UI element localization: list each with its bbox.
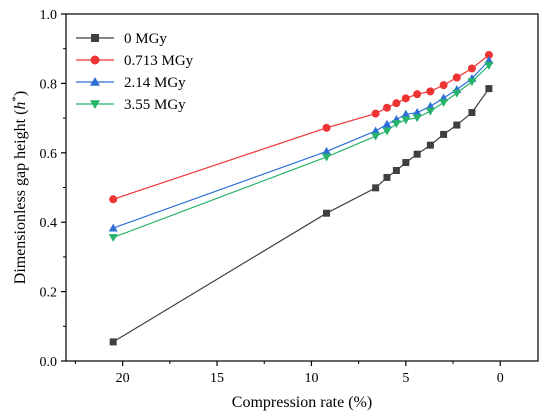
- data-point: [371, 109, 380, 118]
- data-point: [426, 87, 435, 96]
- legend-label: 3.55 MGy: [124, 97, 186, 113]
- data-point: [382, 119, 392, 128]
- data-point: [452, 89, 462, 98]
- legend-marker: [91, 34, 99, 42]
- y-axis-title-close: ): [12, 91, 29, 96]
- legend-marker: [90, 77, 100, 86]
- data-point: [392, 99, 401, 108]
- x-tick-label: 0: [497, 371, 504, 386]
- data-point: [484, 61, 494, 70]
- data-point: [484, 55, 494, 64]
- y-tick-label: 0.8: [40, 77, 58, 92]
- data-point: [371, 132, 381, 141]
- data-point: [452, 73, 461, 82]
- legend-marker: [90, 100, 100, 109]
- data-point: [108, 223, 118, 232]
- data-point: [485, 85, 493, 93]
- data-point: [402, 159, 410, 167]
- legend-label: 2.14 MGy: [124, 75, 186, 91]
- data-point: [322, 146, 332, 155]
- data-point: [425, 107, 435, 116]
- x-tick-label: 20: [116, 371, 130, 386]
- data-point: [468, 109, 476, 117]
- data-point: [425, 101, 435, 110]
- legend-label: 0.713 MGy: [124, 53, 194, 69]
- y-axis-title: Dimensionless gap height (h*): [10, 91, 29, 284]
- legend-item: 3.55 MGy: [76, 97, 186, 113]
- data-point: [453, 121, 461, 129]
- data-point: [401, 116, 411, 125]
- plot-area: 20 15 10 5 0 0.0 0.2 0.4 0.6 0.8 1.0: [40, 8, 539, 386]
- y-tick-label: 0.4: [40, 216, 58, 231]
- legend-item: 0 MGy: [76, 31, 167, 47]
- legend-item: 0.713 MGy: [76, 53, 194, 69]
- data-point: [322, 123, 331, 132]
- data-point: [109, 338, 117, 346]
- data-point: [382, 127, 392, 136]
- data-point: [323, 209, 331, 217]
- y-tick-label: 0.2: [40, 286, 58, 301]
- data-point: [484, 50, 493, 59]
- data-point: [401, 109, 411, 118]
- data-point: [467, 78, 477, 87]
- data-point: [371, 126, 381, 135]
- data-point: [413, 150, 421, 158]
- y-tick-label: 1.0: [40, 8, 58, 23]
- x-axis-title: Compression rate (%): [232, 394, 372, 411]
- data-point: [382, 103, 391, 112]
- data-point: [412, 108, 422, 116]
- data-point: [467, 64, 476, 73]
- data-point: [372, 184, 380, 192]
- data-point: [413, 90, 422, 99]
- data-point: [401, 94, 410, 103]
- data-point: [108, 234, 118, 242]
- data-point: [439, 81, 448, 90]
- y-axis-title-symbol: h: [12, 102, 29, 110]
- series-line: [112, 60, 490, 229]
- data-point: [412, 114, 422, 123]
- legend-marker: [90, 55, 100, 65]
- data-point: [383, 173, 391, 181]
- x-tick-label: 5: [402, 371, 409, 386]
- y-axis-title-main: Dimensionless gap height (: [12, 110, 29, 285]
- series: [109, 50, 493, 204]
- y-axis-title-superscript: *: [10, 96, 22, 102]
- series-line: [112, 88, 490, 343]
- x-tick-label: 10: [304, 371, 318, 386]
- data-point: [322, 153, 332, 162]
- series-layer: [108, 50, 494, 346]
- data-point: [109, 195, 118, 204]
- y-tick-label: 0.6: [40, 147, 58, 162]
- x-tick-label: 15: [210, 371, 224, 386]
- data-point: [439, 99, 449, 107]
- data-point: [391, 120, 401, 129]
- data-point: [392, 166, 400, 174]
- legend: 0 MGy 0.713 MGy 2.14 MGy 3.55 MGy: [76, 31, 194, 113]
- data-point: [426, 141, 434, 149]
- y-tick-label: 0.0: [40, 355, 58, 370]
- legend-item: 2.14 MGy: [76, 75, 186, 91]
- series: [109, 85, 493, 346]
- legend-label: 0 MGy: [124, 31, 167, 47]
- series: [108, 61, 494, 242]
- data-point: [440, 130, 448, 138]
